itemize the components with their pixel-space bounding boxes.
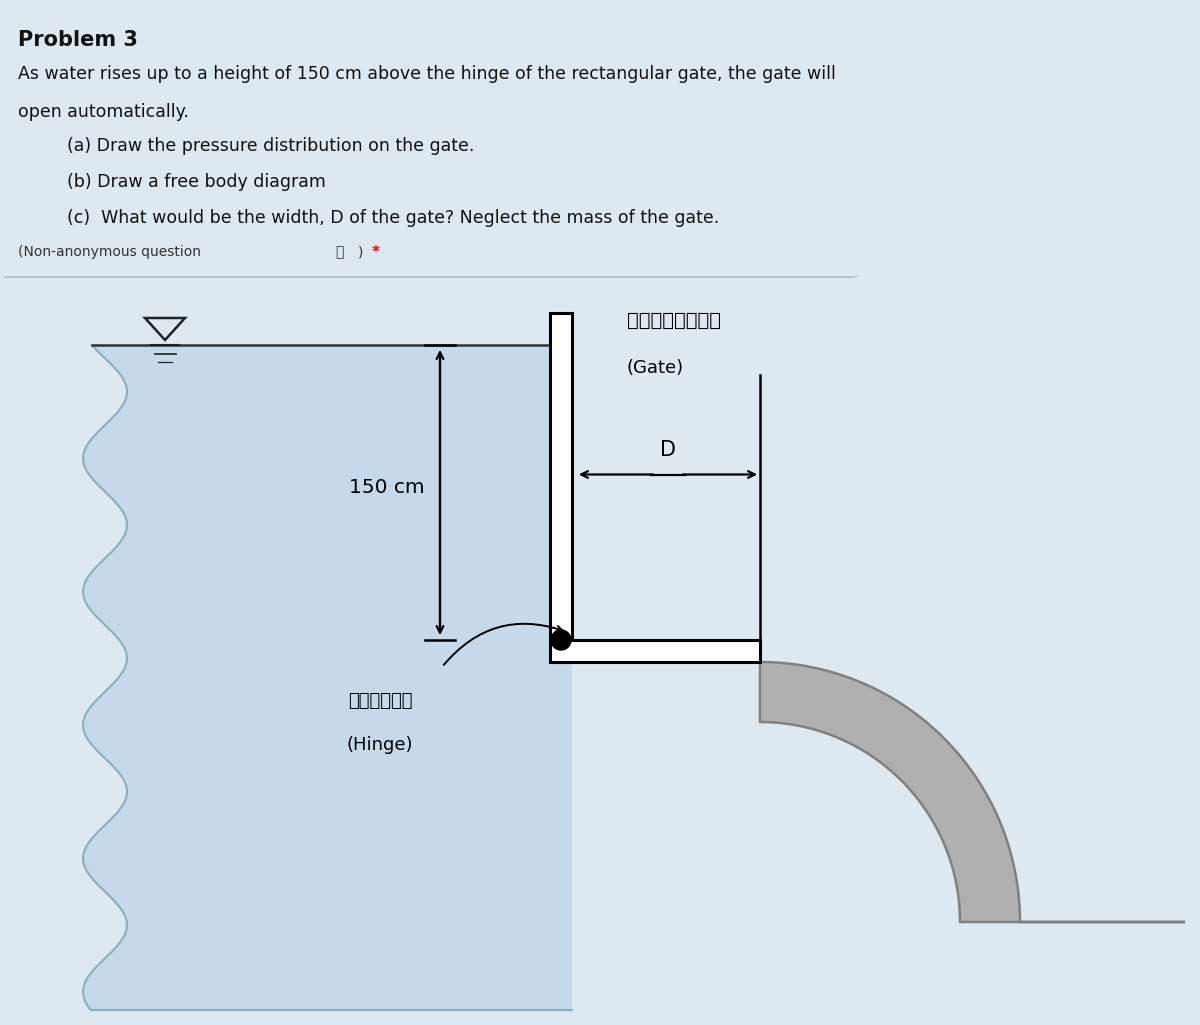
Text: ⓘ: ⓘ — [335, 245, 343, 259]
Text: Problem 3: Problem 3 — [18, 30, 138, 50]
Polygon shape — [572, 195, 1200, 662]
Text: ประตูน้ำ: ประตูน้ำ — [628, 311, 721, 330]
Text: 150 cm: 150 cm — [349, 478, 425, 497]
Text: ): ) — [358, 245, 367, 259]
Text: (b) Draw a free body diagram: (b) Draw a free body diagram — [46, 173, 326, 191]
Polygon shape — [760, 662, 1186, 922]
Text: D: D — [660, 440, 676, 459]
Text: (Gate): (Gate) — [628, 359, 684, 377]
Text: (Non-anonymous question: (Non-anonymous question — [18, 245, 202, 259]
FancyBboxPatch shape — [550, 313, 572, 640]
Text: *: * — [372, 245, 380, 260]
Polygon shape — [83, 345, 760, 1010]
Text: As water rises up to a height of 150 cm above the hinge of the rectangular gate,: As water rises up to a height of 150 cm … — [18, 65, 836, 83]
Text: (Hinge): (Hinge) — [347, 736, 413, 754]
Circle shape — [551, 630, 571, 650]
Text: open automatically.: open automatically. — [18, 102, 188, 121]
Text: (a) Draw the pressure distribution on the gate.: (a) Draw the pressure distribution on th… — [46, 137, 474, 155]
Text: บานพับ: บานพับ — [348, 692, 413, 710]
Text: (c)  What would be the width, D of the gate? Neglect the mass of the gate.: (c) What would be the width, D of the ga… — [46, 209, 719, 227]
FancyBboxPatch shape — [550, 640, 760, 662]
